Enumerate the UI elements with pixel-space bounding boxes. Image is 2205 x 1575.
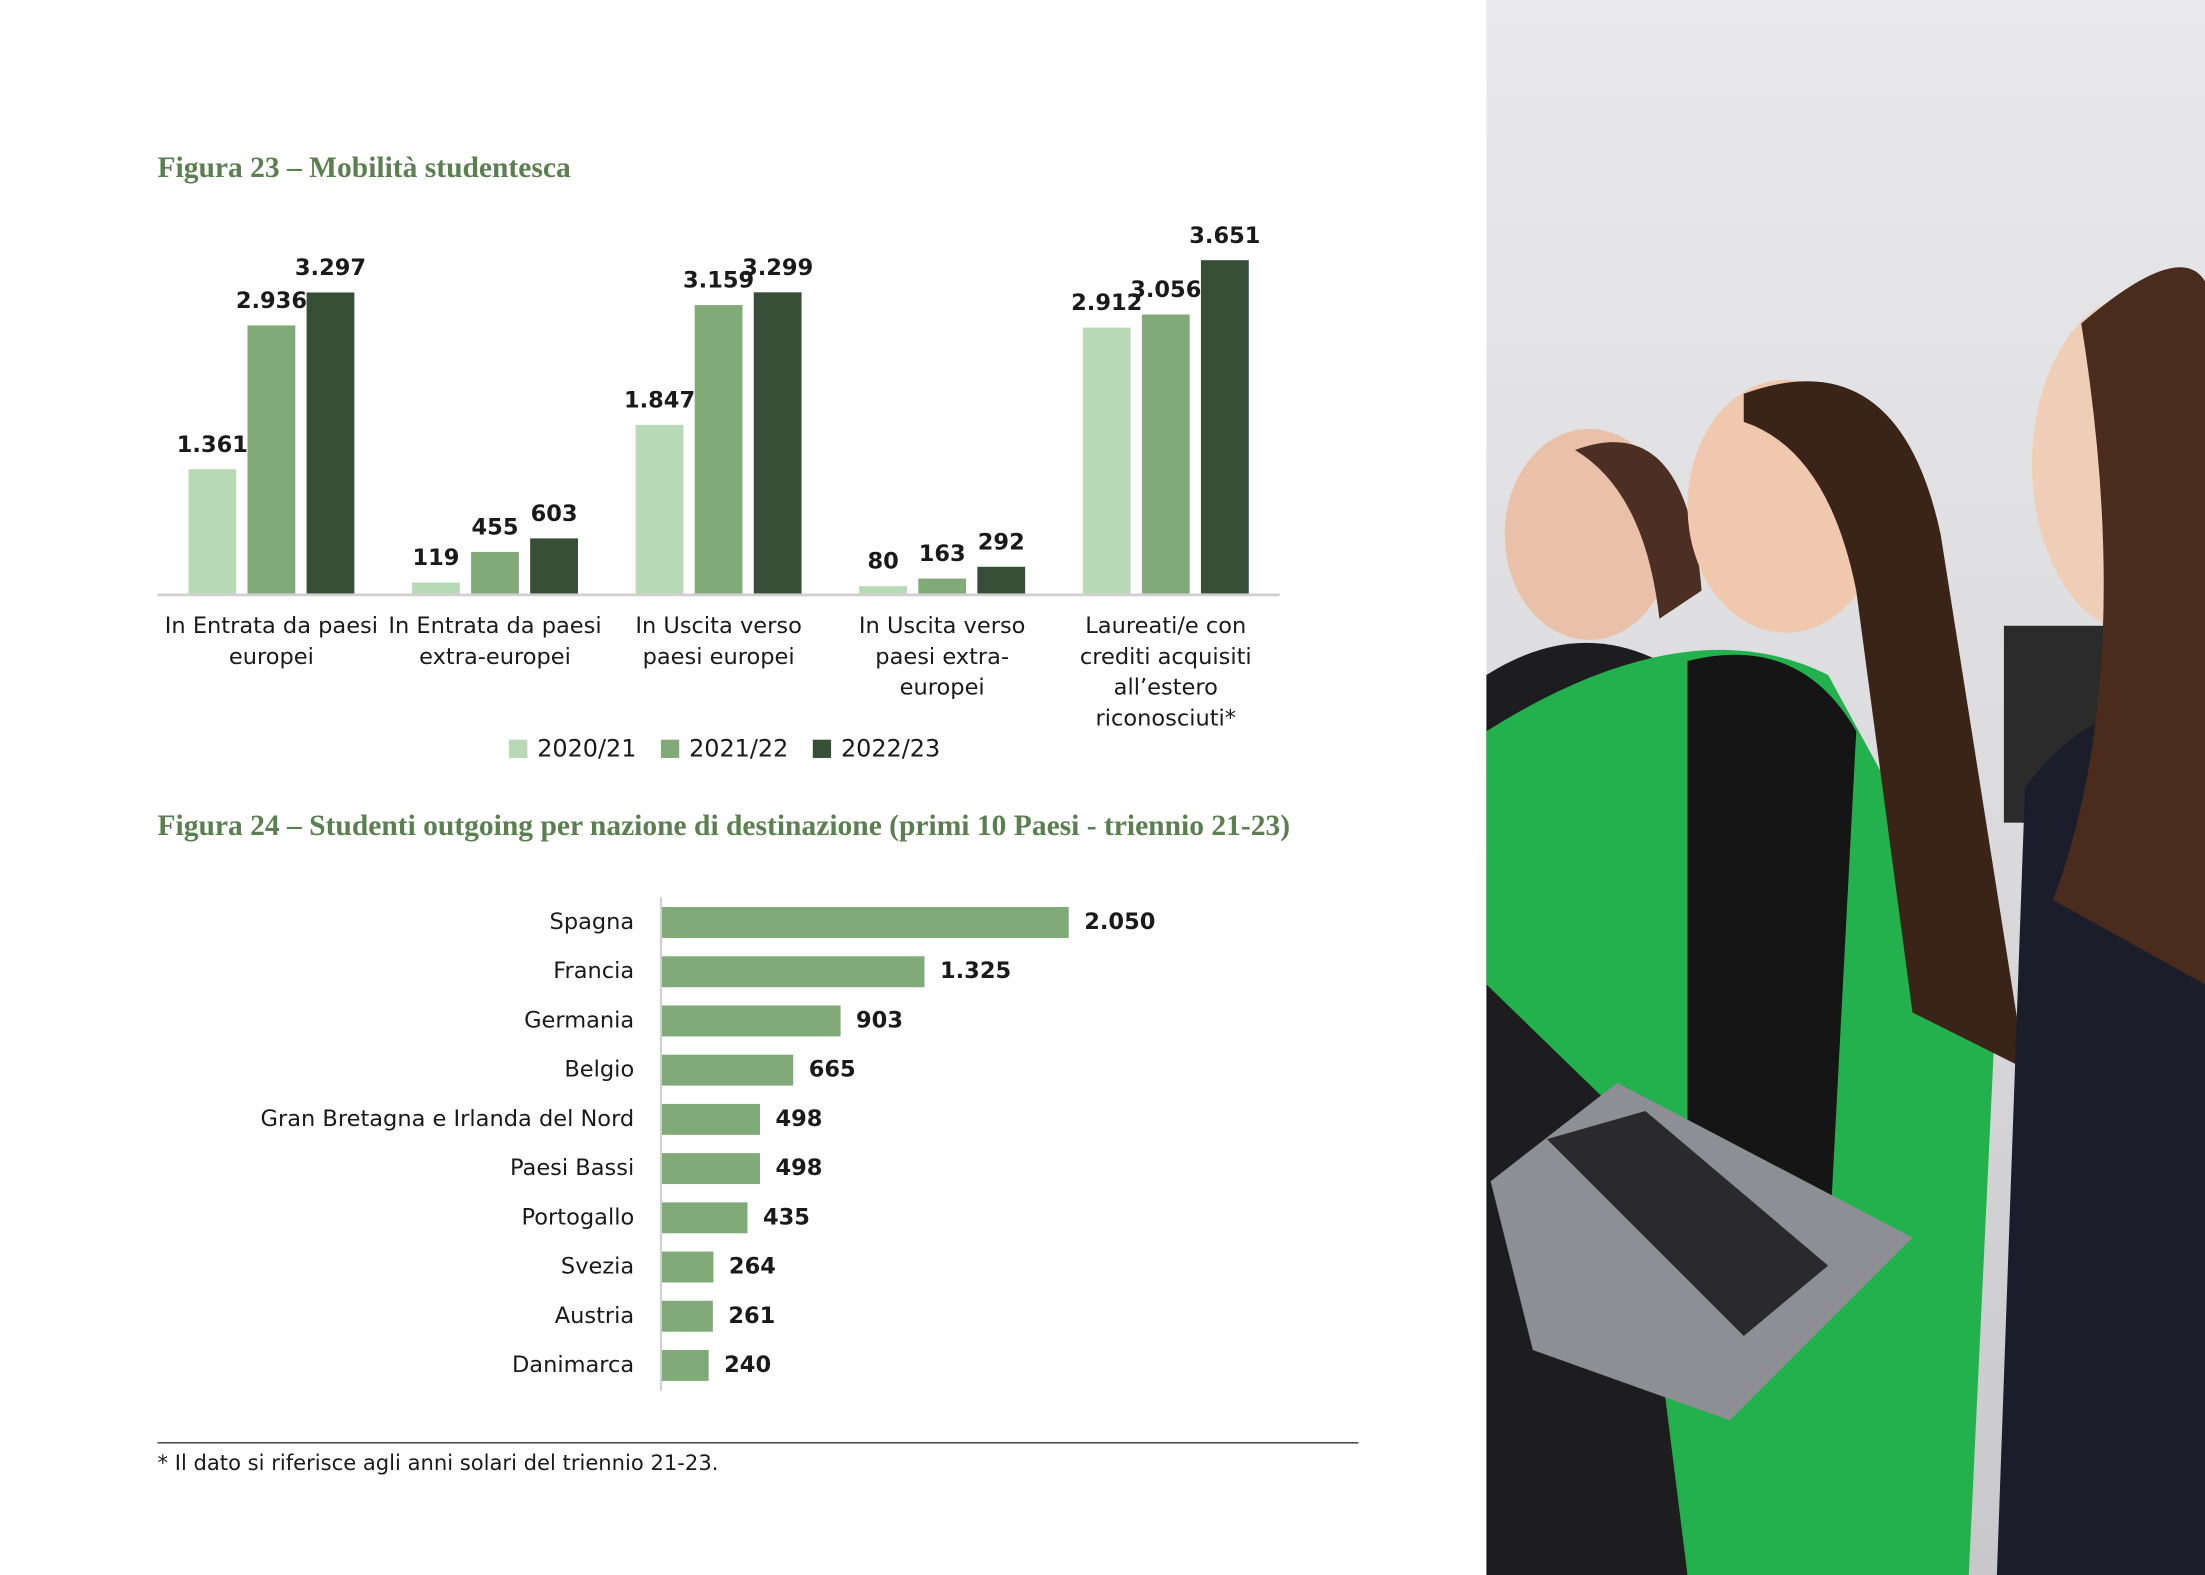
data-label: 455	[472, 514, 519, 540]
y-tick-label: Portogallo	[522, 1204, 635, 1230]
y-tick-label: Svezia	[561, 1254, 634, 1280]
data-label: 603	[531, 501, 578, 527]
bar	[918, 578, 967, 594]
bar	[412, 582, 460, 594]
bar	[660, 956, 925, 988]
footnote: * Il dato si riferisce agli anni solari …	[158, 1450, 719, 1475]
legend-label: 2021/22	[689, 735, 788, 763]
y-tick-label: Belgio	[564, 1057, 634, 1083]
legend-swatch	[660, 739, 680, 758]
bar	[660, 907, 1069, 938]
bar	[247, 325, 296, 594]
data-label: 3.297	[295, 255, 366, 281]
bar	[530, 538, 578, 594]
data-label: 264	[729, 1254, 776, 1280]
data-label: 2.936	[236, 288, 307, 314]
data-label: 665	[809, 1057, 856, 1083]
data-label: 2.912	[1071, 290, 1142, 316]
bar	[977, 566, 1026, 594]
bar	[635, 424, 684, 594]
bar	[188, 469, 237, 594]
bar	[306, 292, 355, 594]
data-label: 240	[724, 1352, 771, 1378]
bar	[660, 1300, 713, 1332]
data-label: 2.050	[1084, 909, 1155, 935]
bar	[660, 1350, 709, 1381]
x-tick-label: In Entrata da paesi extra-europei	[388, 611, 602, 670]
data-label: 292	[978, 529, 1025, 555]
data-label: 903	[856, 1007, 903, 1033]
y-tick-label: Spagna	[550, 909, 635, 935]
x-tick-label: In Entrata da paesi europei	[164, 611, 379, 670]
bar	[694, 305, 743, 594]
x-tick-label-box: Laureati/e con crediti acquisiti all’est…	[1079, 611, 1252, 732]
x-tick-label-box: In Uscita verso paesi europei	[635, 611, 802, 670]
bar	[471, 551, 519, 594]
bar	[660, 1202, 748, 1234]
data-label: 163	[919, 541, 966, 567]
data-label: 3.299	[742, 255, 813, 281]
x-tick-label: Laureati/e con crediti acquisiti all’est…	[1079, 611, 1252, 732]
data-label: 119	[412, 545, 459, 571]
x-tick-label-box: In Entrata da paesi extra-europei	[388, 611, 602, 670]
data-label: 3.056	[1130, 277, 1201, 303]
bar	[660, 1251, 714, 1283]
figure-title: Figura 23 – Mobilità studentesca	[158, 152, 571, 184]
y-tick-label: Paesi Bassi	[510, 1155, 634, 1181]
bar	[1082, 327, 1131, 594]
data-label: 498	[775, 1106, 822, 1132]
x-tick-label: In Uscita verso paesi extra-europei	[858, 611, 1026, 701]
y-tick-label: Germania	[524, 1007, 634, 1033]
legend-label: 2020/21	[537, 735, 636, 763]
bar	[859, 586, 908, 594]
legend-swatch	[509, 739, 528, 758]
x-tick-label: In Uscita verso paesi europei	[635, 611, 802, 670]
data-label: 1.847	[624, 387, 695, 413]
data-label: 498	[775, 1155, 822, 1181]
data-label: 1.361	[177, 432, 248, 458]
bar	[660, 1153, 761, 1185]
data-label: 1.325	[940, 958, 1011, 984]
bar	[1141, 314, 1190, 594]
data-label: 261	[728, 1303, 775, 1329]
y-tick-label: Austria	[555, 1303, 635, 1329]
bar	[660, 1103, 761, 1135]
x-tick-label-box: In Entrata da paesi europei	[164, 611, 379, 670]
x-tick-label-box: In Uscita verso paesi extra-europei	[858, 611, 1026, 701]
y-tick-label: Gran Bretagna e Irlanda del Nord	[261, 1106, 635, 1132]
photo	[1486, 0, 2205, 1575]
legend-label: 2022/23	[841, 735, 940, 763]
data-label: 80	[867, 549, 898, 575]
bar	[1200, 260, 1249, 594]
legend-swatch	[812, 739, 832, 758]
data-label: 3.651	[1189, 223, 1260, 249]
data-label: 435	[763, 1204, 810, 1230]
figure-title: Figura 24 – Studenti outgoing per nazion…	[158, 810, 1291, 842]
bar	[660, 1054, 794, 1086]
y-tick-label: Danimarca	[512, 1352, 634, 1378]
bar	[753, 292, 802, 594]
y-tick-label: Francia	[553, 958, 634, 984]
data-label: 3.159	[683, 268, 754, 294]
bar	[660, 1005, 841, 1037]
